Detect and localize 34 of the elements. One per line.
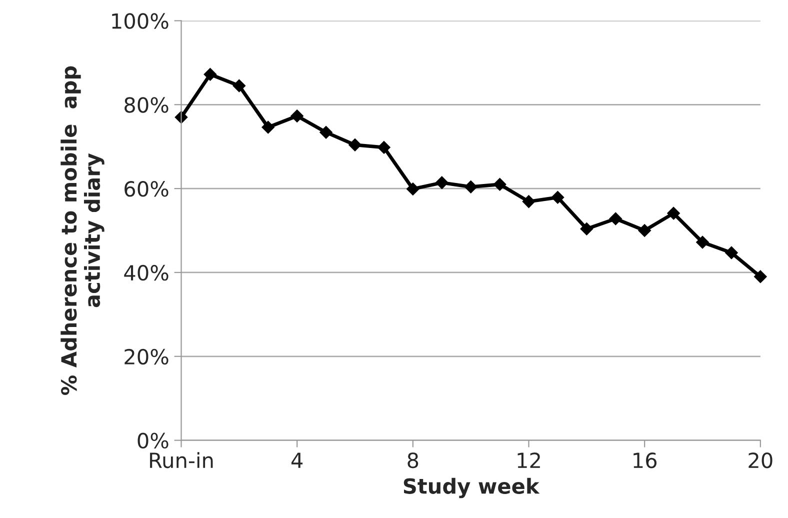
point	[435, 176, 448, 190]
y-axis-title: % Adherence to mobile app activity diary	[60, 66, 104, 396]
point	[667, 206, 680, 220]
point	[464, 180, 478, 194]
point	[348, 138, 362, 152]
point	[551, 190, 564, 204]
y-tick-label: 60%	[124, 181, 168, 197]
y-tick-label: 80%	[124, 97, 168, 113]
y-tick-label: 40%	[124, 264, 168, 281]
x-tick-label: 16	[634, 452, 657, 468]
x-tick-label: 12	[518, 452, 540, 468]
point	[493, 178, 506, 191]
point	[696, 236, 709, 249]
y-tick-label: 100%	[112, 13, 168, 29]
y-tick-label: 20%	[124, 348, 168, 365]
point	[204, 68, 217, 81]
x-tick-label: Run-in	[150, 452, 213, 468]
point	[580, 222, 594, 236]
point	[262, 120, 275, 134]
x-tick-label: 4	[291, 452, 303, 468]
point	[609, 212, 622, 226]
x-tick-label: 20	[748, 452, 772, 468]
point	[232, 79, 246, 92]
point	[522, 195, 536, 208]
x-axis-title: Study week	[404, 478, 540, 498]
x-tick-label: 8	[408, 452, 418, 468]
point	[406, 182, 420, 196]
point	[320, 126, 332, 139]
point	[378, 141, 390, 154]
point	[638, 224, 651, 237]
point	[754, 270, 767, 284]
point	[725, 246, 738, 260]
y-tick-label: 0%	[138, 432, 168, 449]
point	[290, 110, 304, 122]
